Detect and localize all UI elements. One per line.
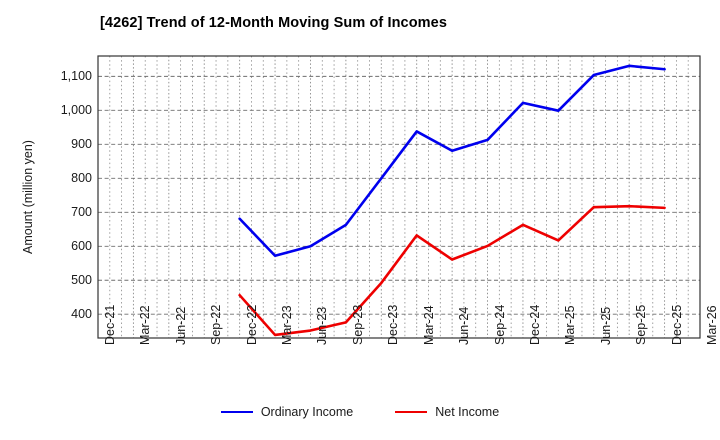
y-tick-label: 800 [71,171,92,186]
legend-label: Net Income [435,405,500,419]
x-tick-label: Mar-22 [138,305,153,345]
x-tick-label: Sep-25 [634,304,649,345]
y-tick-label: 600 [71,239,92,254]
chart-title: [4262] Trend of 12-Month Moving Sum of I… [100,15,447,31]
y-axis-tick-labels: 400 500 600 700 800 900 1,000 1,100 [30,0,92,440]
plot-frame [97,55,701,339]
data-series-layer [238,64,666,337]
y-tick-label: 900 [71,137,92,152]
x-tick-label: Dec-25 [669,304,684,345]
x-tick-label: Jun-24 [457,306,472,345]
x-tick-label: Jun-23 [315,306,330,345]
x-tick-label: Dec-21 [103,304,117,345]
x-tick-label: Sep-24 [492,304,507,345]
x-tick-label: Sep-22 [209,304,224,345]
legend-color-swatch [220,411,253,413]
x-tick-label: Mar-23 [280,305,295,345]
x-tick-label: Mar-25 [563,305,578,345]
x-tick-label: Dec-24 [527,304,542,345]
x-tick-label: Mar-24 [421,305,436,345]
x-tick-label: Jun-22 [173,306,188,345]
legend-label: Ordinary Income [260,405,354,419]
y-tick-label: 1,000 [60,103,92,118]
legend-item[interactable]: Net Income [395,405,499,419]
x-tick-label: Sep-23 [350,304,365,345]
x-tick-label: Mar-26 [705,305,719,345]
y-tick-label: 700 [71,205,92,220]
plot-border [97,55,701,339]
x-tick-label: Dec-22 [244,304,259,345]
legend-item[interactable]: Ordinary Income [220,405,354,419]
y-tick-label: 1,100 [60,69,92,84]
series-line-net-income [238,204,666,337]
chart-legend: Ordinary Income Net Income [0,405,720,419]
y-tick-label: 400 [71,307,92,322]
legend-color-swatch [395,411,428,413]
series-line-ordinary-income [238,64,666,258]
x-tick-label: Jun-25 [598,306,613,345]
gridlines [98,56,700,338]
y-tick-label: 500 [71,273,92,288]
x-tick-label: Dec-23 [386,304,401,345]
